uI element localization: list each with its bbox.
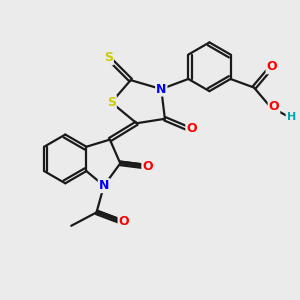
Text: N: N [99, 179, 109, 192]
Text: H: H [286, 112, 296, 122]
Text: O: O [142, 160, 153, 173]
Text: O: O [186, 122, 197, 135]
Text: S: S [107, 96, 116, 109]
Text: O: O [268, 100, 279, 113]
Text: N: N [156, 82, 166, 96]
Text: O: O [118, 215, 129, 228]
Text: O: O [266, 60, 277, 73]
Text: S: S [104, 51, 113, 64]
